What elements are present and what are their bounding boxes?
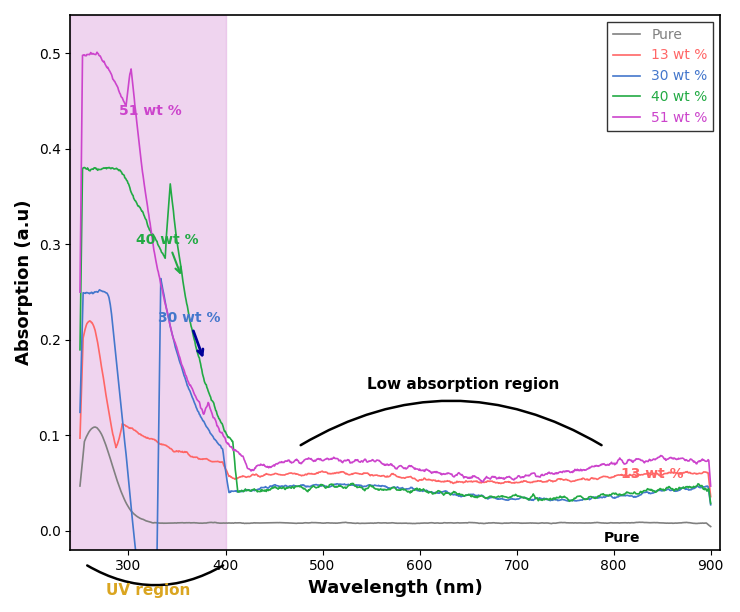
40 wt % [141,214,149,222]
30 wt % [156,275,165,282]
30 wt % [568,496,577,504]
30 wt % [510,496,519,503]
40 wt % [509,491,518,499]
40 wt % [104,164,113,171]
40 wt % [568,497,577,504]
30 wt % [75,409,84,416]
Pure [509,519,518,526]
Text: 40 wt %: 40 wt % [136,233,199,273]
51 wt % [141,187,149,194]
30 wt % [580,495,589,502]
40 wt % [332,483,340,491]
Pure [332,520,340,527]
Pure [354,520,363,527]
Pure [141,517,149,524]
13 wt % [75,435,84,442]
X-axis label: Wavelength (nm): Wavelength (nm) [308,579,482,597]
51 wt % [568,469,577,476]
30 wt % [332,480,340,488]
40 wt % [354,483,363,491]
13 wt % [332,469,340,477]
Line: 13 wt %: 13 wt % [80,321,710,497]
51 wt % [332,455,340,462]
Text: 13 wt %: 13 wt % [622,467,684,481]
Legend: Pure, 13 wt %, 30 wt %, 40 wt %, 51 wt %: Pure, 13 wt %, 30 wt %, 40 wt %, 51 wt % [607,22,713,131]
30 wt % [354,481,363,488]
13 wt % [354,470,363,477]
13 wt % [568,477,577,485]
Y-axis label: Absorption (a.u): Absorption (a.u) [15,200,33,365]
Pure [91,424,100,431]
40 wt % [579,495,588,502]
51 wt % [354,458,363,465]
51 wt % [75,288,84,296]
Line: 30 wt %: 30 wt % [80,278,710,612]
51 wt % [509,476,518,483]
Line: 51 wt %: 51 wt % [80,52,710,486]
Pure [568,519,577,526]
13 wt % [706,493,715,501]
Text: Pure: Pure [604,531,640,545]
Pure [706,523,715,530]
51 wt % [579,466,588,474]
Pure [75,482,84,490]
30 wt % [706,501,715,509]
Pure [579,520,588,527]
Text: UV region: UV region [106,583,190,598]
13 wt % [141,433,149,441]
Line: 40 wt %: 40 wt % [80,168,710,504]
40 wt % [75,346,84,354]
13 wt % [579,475,588,482]
Text: 51 wt %: 51 wt % [119,104,181,118]
40 wt % [706,500,715,507]
Line: Pure: Pure [80,427,710,526]
Text: Low absorption region: Low absorption region [367,377,559,392]
13 wt % [85,317,94,324]
51 wt % [706,482,715,490]
13 wt % [509,479,518,487]
51 wt % [92,48,101,56]
Text: 30 wt %: 30 wt % [158,312,220,355]
Bar [70,15,226,550]
